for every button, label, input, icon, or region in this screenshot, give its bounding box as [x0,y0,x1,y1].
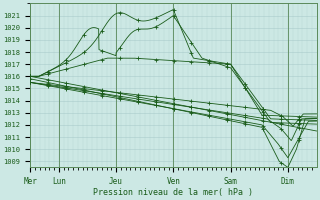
X-axis label: Pression niveau de la mer( hPa ): Pression niveau de la mer( hPa ) [93,188,253,197]
